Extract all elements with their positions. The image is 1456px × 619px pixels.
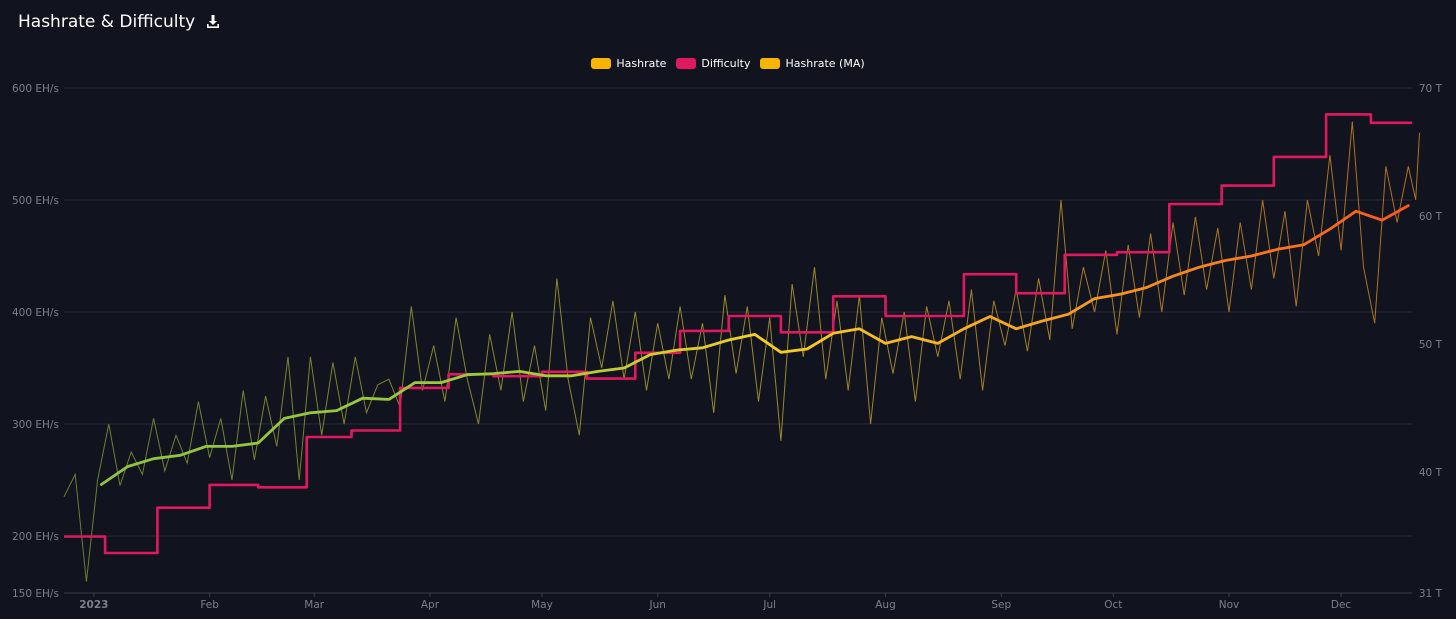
x-axis: 2023 Feb Mar Apr May Jun Jul Aug Sep Oct Nov Dec (64, 592, 1412, 611)
legend-item-hashrate[interactable]: Hashrate (591, 57, 666, 70)
legend-swatch-hashrate (591, 58, 612, 69)
legend-item-hashrate-ma[interactable]: Hashrate (MA) (760, 57, 865, 70)
x-tick-label: Oct (1104, 599, 1122, 611)
y-right-tick-label: 50 T (1419, 339, 1443, 351)
x-tick-label: Jun (649, 599, 666, 611)
legend-label-difficulty: Difficulty (701, 57, 751, 70)
y-left-tick-label: 400 EH/s (12, 307, 59, 319)
x-tick-label: Apr (421, 599, 440, 611)
series-layer (63, 113, 1420, 582)
y-axis-left: 150 EH/s 200 EH/s 300 EH/s 400 EH/s 500 EH/s… (12, 83, 59, 600)
y-left-tick-label: 300 EH/s (12, 419, 59, 431)
y-right-tick-label: 31 T (1419, 588, 1443, 600)
legend-label-hashrate-ma: Hashrate (MA) (785, 57, 865, 70)
legend-swatch-difficulty (676, 58, 697, 69)
y-left-tick-label: 150 EH/s (12, 588, 59, 600)
chart-title: Hashrate & Difficulty (18, 12, 196, 32)
x-tick-label: Mar (304, 599, 324, 611)
legend-label-hashrate: Hashrate (616, 57, 667, 70)
x-tick-label: May (531, 599, 553, 611)
series-line-hashrate-ma (99, 204, 1410, 486)
x-tick-label: Dec (1331, 599, 1352, 611)
x-tick-label: 2023 (79, 599, 108, 611)
x-tick-label: Sep (991, 599, 1011, 611)
x-tick-label: Nov (1219, 599, 1240, 611)
x-tick-label: Jul (762, 599, 776, 611)
y-right-tick-label: 60 T (1419, 211, 1443, 223)
y-left-tick-label: 600 EH/s (12, 83, 59, 95)
legend-item-difficulty[interactable]: Difficulty (676, 57, 750, 70)
series-line-hashrate (63, 121, 1420, 582)
series-line-difficulty (64, 113, 1412, 555)
y-right-tick-label: 70 T (1419, 83, 1443, 95)
grid-lines (64, 87, 1412, 537)
y-left-tick-label: 200 EH/s (12, 531, 59, 543)
y-left-tick-label: 500 EH/s (12, 195, 59, 207)
chart-header: Hashrate & Difficulty (18, 10, 221, 34)
legend-swatch-hashrate-ma (760, 58, 781, 69)
x-tick-label: Feb (200, 599, 219, 611)
y-axis-right: 31 T 40 T 50 T 60 T 70 T (1419, 83, 1443, 600)
download-icon[interactable] (205, 14, 221, 30)
x-tick-label: Aug (875, 599, 896, 611)
y-right-tick-label: 40 T (1419, 467, 1443, 479)
chart-legend: Hashrate Difficulty Hashrate (MA) (0, 57, 1456, 70)
